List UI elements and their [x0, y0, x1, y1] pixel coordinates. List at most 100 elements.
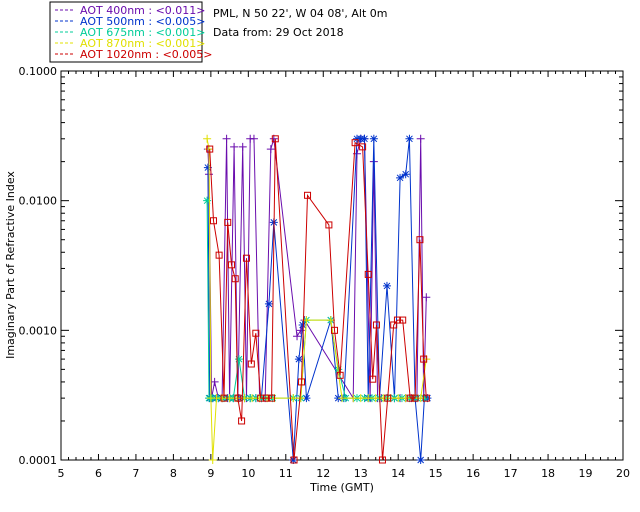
x-tick-label: 18	[541, 467, 555, 480]
x-tick-label: 15	[429, 467, 443, 480]
data-point	[203, 163, 212, 172]
data-point	[220, 394, 228, 402]
data-point	[401, 394, 410, 403]
data-point	[209, 217, 217, 225]
data-point	[326, 316, 335, 325]
y-tick-label: 0.0100	[19, 195, 58, 208]
legend-entry: AOT 675nm : <0.001>	[80, 26, 206, 39]
data-point	[203, 196, 212, 205]
data-point	[416, 456, 425, 464]
data-point	[349, 394, 358, 403]
legend-box	[49, 1, 203, 63]
data-point	[359, 143, 367, 151]
data-point	[234, 355, 243, 364]
data-point	[206, 145, 214, 153]
data-point	[289, 456, 298, 464]
data-point	[271, 135, 279, 143]
data-point	[252, 329, 260, 337]
series-line	[207, 138, 428, 461]
legend-entry: AOT 400nm : <0.011>	[80, 4, 206, 17]
legend-entry: AOT 870nm : <0.001>	[80, 37, 206, 50]
data-point	[249, 134, 258, 143]
data-point	[384, 394, 392, 402]
data-point	[268, 394, 276, 402]
y-axis-label: Imaginary Part of Refractive Index	[4, 171, 17, 359]
data-point	[264, 299, 273, 308]
data-point	[351, 139, 359, 147]
data-point	[215, 251, 223, 259]
y-tick-label: 0.1000	[19, 65, 58, 78]
y-axis: 0.0001 0.0010 0.0100 0.1000	[19, 65, 623, 467]
x-tick-label: 10	[241, 467, 255, 480]
x-tick-label: 11	[279, 467, 293, 480]
x-tick-label: 20	[616, 467, 630, 480]
data-point	[371, 394, 380, 403]
data-point	[224, 218, 232, 226]
data-point	[298, 320, 307, 329]
series-layer	[203, 134, 432, 464]
series-4	[206, 135, 430, 464]
data-point	[231, 275, 239, 283]
data-point	[422, 293, 431, 302]
x-tick-label: 8	[170, 467, 177, 480]
data-date: Data from: 29 Oct 2018	[213, 26, 344, 39]
data-point	[382, 281, 391, 290]
data-point	[247, 360, 255, 368]
data-point	[302, 394, 311, 403]
x-tick-label: 6	[95, 467, 102, 480]
data-point	[360, 134, 369, 143]
data-point	[422, 394, 430, 402]
x-tick-label: 5	[58, 467, 65, 480]
data-point	[420, 355, 428, 363]
data-point	[296, 394, 305, 403]
x-axis-label: Time (GMT)	[309, 481, 374, 494]
data-point	[338, 394, 346, 403]
data-point	[248, 394, 257, 403]
data-point	[242, 254, 250, 262]
data-point	[331, 326, 339, 334]
data-point	[356, 394, 365, 403]
series-1	[203, 134, 432, 464]
station-info: PML, N 50 22', W 04 08', Alt 0m	[213, 7, 387, 20]
data-point	[399, 316, 407, 324]
data-point	[293, 332, 302, 341]
data-point	[405, 134, 414, 143]
data-point	[266, 145, 275, 154]
x-tick-label: 9	[207, 467, 214, 480]
data-point	[416, 236, 424, 244]
data-point	[390, 321, 398, 329]
data-point	[222, 134, 231, 143]
x-tick-label: 16	[466, 467, 480, 480]
x-tick-label: 12	[316, 467, 330, 480]
data-point	[394, 394, 403, 403]
data-point	[364, 270, 372, 278]
data-point	[304, 191, 312, 199]
series-0	[203, 134, 431, 403]
data-point	[325, 221, 333, 229]
data-point	[230, 142, 239, 151]
series-line	[209, 138, 427, 461]
plot-frame	[60, 70, 624, 461]
data-point	[396, 173, 405, 182]
data-point	[294, 355, 303, 364]
data-point	[210, 377, 219, 386]
data-point	[238, 142, 247, 151]
data-point	[372, 321, 380, 329]
y-tick-label: 0.0001	[19, 454, 58, 467]
x-tick-label: 7	[132, 467, 139, 480]
data-point	[401, 170, 410, 179]
data-point	[369, 375, 377, 383]
data-point	[227, 261, 235, 269]
x-axis: 5 6 7 8 9 10 11 12 13 14 15 16 17 18 19 20	[58, 71, 630, 480]
data-point	[416, 134, 425, 143]
x-tick-label: 14	[391, 467, 405, 480]
x-tick-label: 13	[354, 467, 368, 480]
data-point	[203, 134, 212, 143]
legend-entry: AOT 1020nm : <0.005>	[80, 48, 213, 61]
y-tick-label: 0.0010	[19, 324, 58, 337]
data-point	[393, 316, 401, 324]
legend: AOT 400nm : <0.011>AOT 500nm : <0.005>AO…	[49, 1, 213, 63]
data-point	[364, 394, 373, 403]
data-point	[411, 394, 419, 402]
